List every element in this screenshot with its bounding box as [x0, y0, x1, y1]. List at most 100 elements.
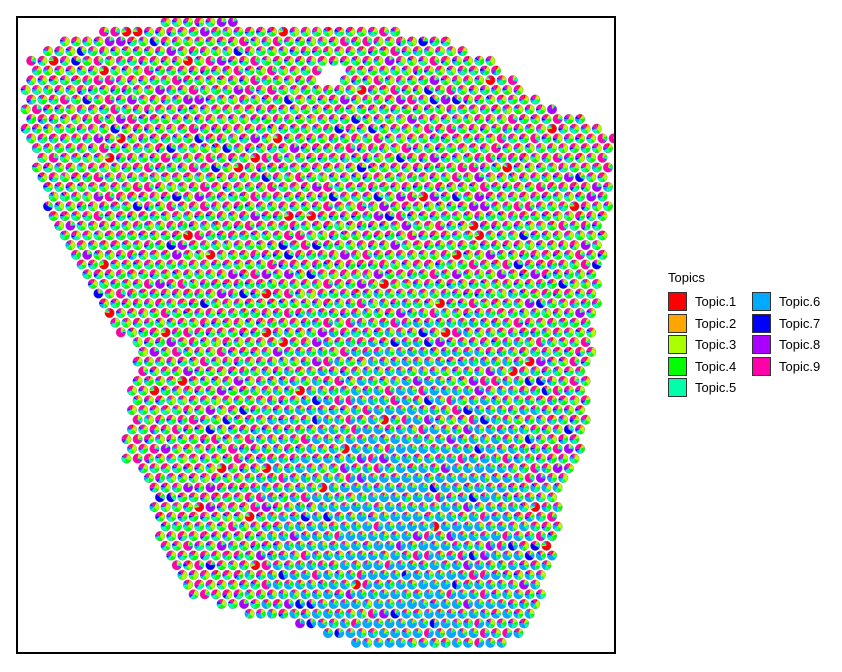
spot-pie-203	[183, 75, 193, 85]
spot-pie-99	[379, 46, 389, 56]
spot-pie-161	[166, 66, 176, 76]
spot-pie-292	[206, 95, 216, 105]
spot-pie-73	[88, 46, 98, 56]
spot-pie-353	[368, 104, 378, 114]
spot-pie-295	[239, 95, 249, 105]
spot-pie-351	[346, 105, 356, 115]
spot-pie-371	[38, 114, 48, 124]
spot-pie-398	[340, 114, 350, 124]
spot-pie-302	[318, 95, 328, 105]
spot-pie-397	[329, 114, 339, 124]
spot-pie-124	[217, 56, 227, 66]
spot-pie-333	[144, 105, 154, 115]
spot-pie-133	[318, 56, 328, 66]
spot-pie-128	[262, 56, 272, 66]
spot-pie-328	[88, 104, 98, 114]
spot-pie-200	[150, 75, 160, 85]
spot-pie-4	[206, 18, 216, 27]
spot-pie-196	[105, 75, 115, 85]
spot-pie-92	[301, 46, 311, 56]
spot-pie-230	[508, 75, 518, 85]
spot-pie-44	[172, 37, 182, 47]
spot-pie-94	[323, 46, 333, 56]
spot-pie-394	[295, 114, 305, 124]
spot-pie-392	[273, 114, 283, 124]
spot-pie-352	[357, 105, 367, 115]
spot-pie-151	[54, 66, 64, 76]
spot-pie-277	[38, 95, 48, 105]
spot-pie-19	[234, 27, 244, 37]
spot-pie-14	[178, 27, 188, 37]
spot-pie-282	[94, 95, 104, 105]
spot-pie-3	[194, 18, 204, 27]
spot-pie-308	[385, 95, 395, 105]
spot-pie-7	[99, 27, 109, 37]
spot-pie-11	[144, 27, 154, 37]
spot-pie-411	[486, 114, 496, 124]
spot-pie-59	[340, 37, 350, 47]
spot-pie-250	[234, 85, 244, 95]
spot-pie-68	[441, 37, 451, 47]
spot-pie-93	[312, 46, 322, 56]
spot-pie-95	[334, 46, 344, 56]
spot-pie-107	[26, 56, 36, 66]
spot-pie-297	[262, 95, 272, 105]
spot-pie-6	[228, 18, 238, 27]
spot-pie-168	[245, 66, 255, 76]
spot-pie-216	[351, 75, 361, 85]
spot-pie-10	[133, 27, 143, 37]
spot-pie-76	[122, 46, 132, 56]
spot-pie-267	[424, 85, 434, 95]
spot-pie-98	[368, 46, 378, 56]
spot-pie-104	[435, 46, 445, 56]
spot-pie-110	[60, 56, 70, 66]
spot-pie-39	[116, 37, 126, 47]
spot-pie-164	[200, 66, 210, 76]
spot-pie-28	[334, 27, 344, 37]
spot-pie-12	[155, 27, 165, 37]
spot-pie-363	[480, 104, 490, 114]
spot-pie-126	[239, 56, 249, 66]
spot-pie-311	[418, 95, 428, 105]
spot-pie-380	[138, 114, 148, 124]
spot-pie-294	[228, 95, 238, 105]
spot-pie-22	[267, 27, 277, 37]
spot-pie-146	[463, 56, 473, 66]
spot-pie-219	[385, 75, 395, 85]
spot-pie-222	[418, 75, 428, 85]
spot-pie-232	[32, 85, 42, 95]
spot-pie-342	[245, 104, 255, 114]
spot-pie-191	[49, 75, 59, 85]
spot-pie-66	[418, 37, 428, 47]
spot-pie-284	[116, 95, 126, 105]
spot-pie-173	[301, 66, 311, 76]
spot-pie-235	[66, 85, 76, 95]
spot-pie-412	[497, 114, 507, 124]
spot-pie-257	[312, 85, 322, 95]
spot-pie-217	[362, 75, 372, 85]
spot-pie-48	[217, 37, 227, 47]
spot-pie-131	[295, 56, 305, 66]
spot-pie-84	[211, 46, 221, 56]
spot-pie-262	[368, 85, 378, 95]
spot-pie-41	[138, 37, 148, 47]
spot-wedge	[346, 109, 351, 114]
spot-pie-322	[21, 105, 31, 115]
spot-pie-381	[150, 114, 160, 124]
spot-pie-16	[200, 27, 210, 37]
spot-pie-188	[491, 66, 501, 76]
spot-pie-21	[256, 27, 266, 37]
spot-pie-190	[38, 75, 48, 85]
spot-pie-247	[200, 85, 210, 95]
spot-pie-269	[446, 85, 456, 95]
spot-pie-358	[424, 105, 434, 115]
spot-pie-372	[49, 114, 59, 124]
spot-pie-324	[43, 104, 53, 114]
spot-pie-162	[178, 66, 188, 76]
spot-pie-178	[379, 66, 389, 76]
spot-pie-58	[329, 37, 339, 47]
spot-pie-103	[424, 46, 434, 56]
spot-pie-96	[346, 46, 356, 56]
spot-pie-377	[105, 114, 115, 124]
spot-pie-337	[189, 105, 199, 115]
